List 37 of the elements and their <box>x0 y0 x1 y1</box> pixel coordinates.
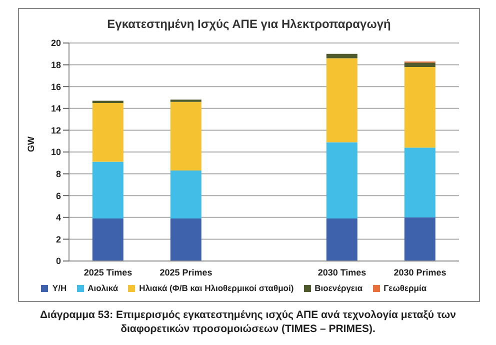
bar <box>326 58 358 142</box>
x-tick-label: 2030 Times <box>318 267 366 278</box>
chart-title: Εγκατεστημένη Ισχύς ΑΠΕ για Ηλεκτροπαραγωγή <box>106 17 392 31</box>
bar <box>170 170 202 218</box>
y-tick-label: 14 <box>50 104 61 114</box>
bar <box>404 148 436 218</box>
legend-label: Γεωθερμία <box>384 283 427 293</box>
legend-label: Αιολικά <box>88 283 118 293</box>
x-tick-label: 2025 Times <box>84 267 132 278</box>
y-tick-label: 2 <box>56 234 61 244</box>
legend-label: Υ/Η <box>52 283 67 293</box>
y-tick-label: 0 <box>56 256 61 266</box>
y-tick-label: 20 <box>50 38 61 48</box>
bar <box>326 142 358 218</box>
bar <box>170 218 202 261</box>
bar <box>326 218 358 261</box>
y-tick-label: 8 <box>56 168 61 179</box>
bar <box>326 54 358 58</box>
bar <box>92 218 124 261</box>
x-tick-label: 2030 Primes <box>394 267 446 278</box>
y-tick-label: 16 <box>50 82 61 92</box>
bar <box>404 217 436 261</box>
bar <box>92 102 124 162</box>
bar <box>404 62 436 67</box>
y-tick-label: 10 <box>50 147 61 158</box>
text: Διάγραμμα 53: Επιμερισμός εγκατεστημένης ισχύς ΑΠΕ ανά τεχνολογία μεταξύ των διαφορετικών προσομοιώσεων (TIMES – PRIMES). <box>38 308 457 336</box>
legend-label: Βιοενέργεια <box>314 283 363 293</box>
y-axis-title: GW <box>26 136 36 152</box>
y-tick-label: 4 <box>56 212 61 223</box>
y-tick-label: 18 <box>50 60 61 70</box>
bar <box>92 162 124 218</box>
y-tick-label: 12 <box>50 125 61 136</box>
x-tick-label: 2025 Primes <box>160 267 212 278</box>
bar <box>404 66 436 148</box>
legend-label: Ηλιακά (Φ/Β και Ηλιοθερμικοί σταθμοί) <box>139 283 294 293</box>
y-tick-label: 6 <box>56 190 61 201</box>
bar <box>170 102 202 171</box>
